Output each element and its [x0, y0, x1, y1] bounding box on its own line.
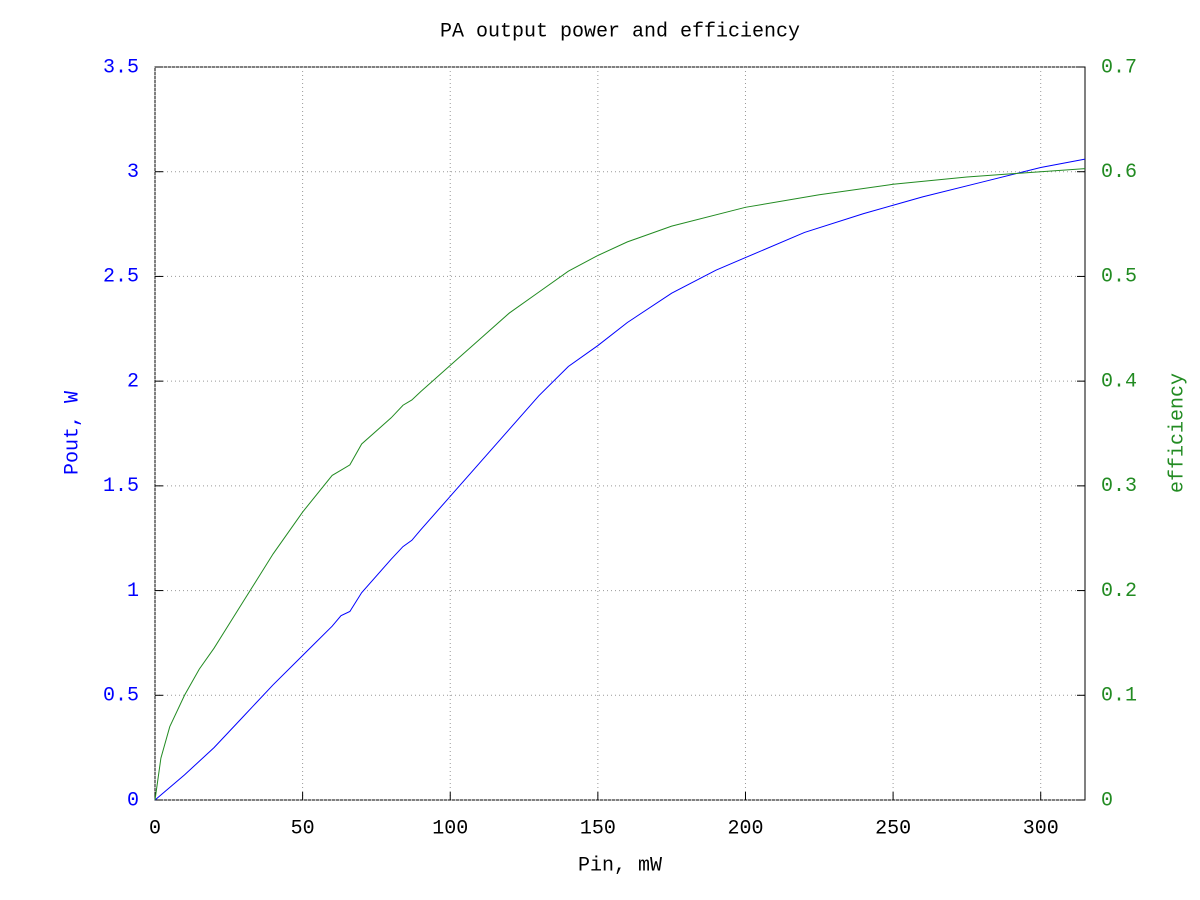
x-tick-label: 50	[291, 817, 315, 840]
x-tick-label: 150	[580, 817, 616, 840]
y2-tick-label: 0	[1101, 789, 1113, 812]
plot-frame	[154, 66, 1086, 801]
x-axis-label: Pin, mW	[578, 854, 662, 877]
x-tick-label: 100	[432, 817, 468, 840]
y-tick-label: 3.5	[103, 56, 139, 79]
chart-title: PA output power and efficiency	[440, 20, 800, 43]
y-tick-label: 0	[127, 789, 139, 812]
series-line	[154, 158, 1086, 801]
y2-tick-label: 0.6	[1101, 161, 1137, 184]
y2-tick-label: 0.7	[1101, 56, 1137, 79]
y-tick-label: 0.5	[103, 685, 139, 708]
y2-axis-label: efficiency	[1166, 373, 1189, 493]
x-tick-label: 300	[1023, 817, 1059, 840]
y2-tick-label: 0.1	[1101, 685, 1137, 708]
y-tick-label: 1.5	[103, 475, 139, 498]
x-tick-label: 0	[149, 817, 161, 840]
x-tick-label: 250	[875, 817, 911, 840]
y2-tick-label: 0.3	[1101, 475, 1137, 498]
y-tick-label: 2	[127, 370, 139, 393]
y-axis-label: Pout, W	[61, 391, 84, 475]
series-line	[154, 168, 1086, 801]
y-tick-label: 2.5	[103, 266, 139, 289]
y-tick-label: 1	[127, 580, 139, 603]
x-tick-label: 200	[727, 817, 763, 840]
y2-tick-label: 0.2	[1101, 580, 1137, 603]
y2-tick-label: 0.5	[1101, 266, 1137, 289]
y-tick-label: 3	[127, 161, 139, 184]
y2-tick-label: 0.4	[1101, 370, 1137, 393]
